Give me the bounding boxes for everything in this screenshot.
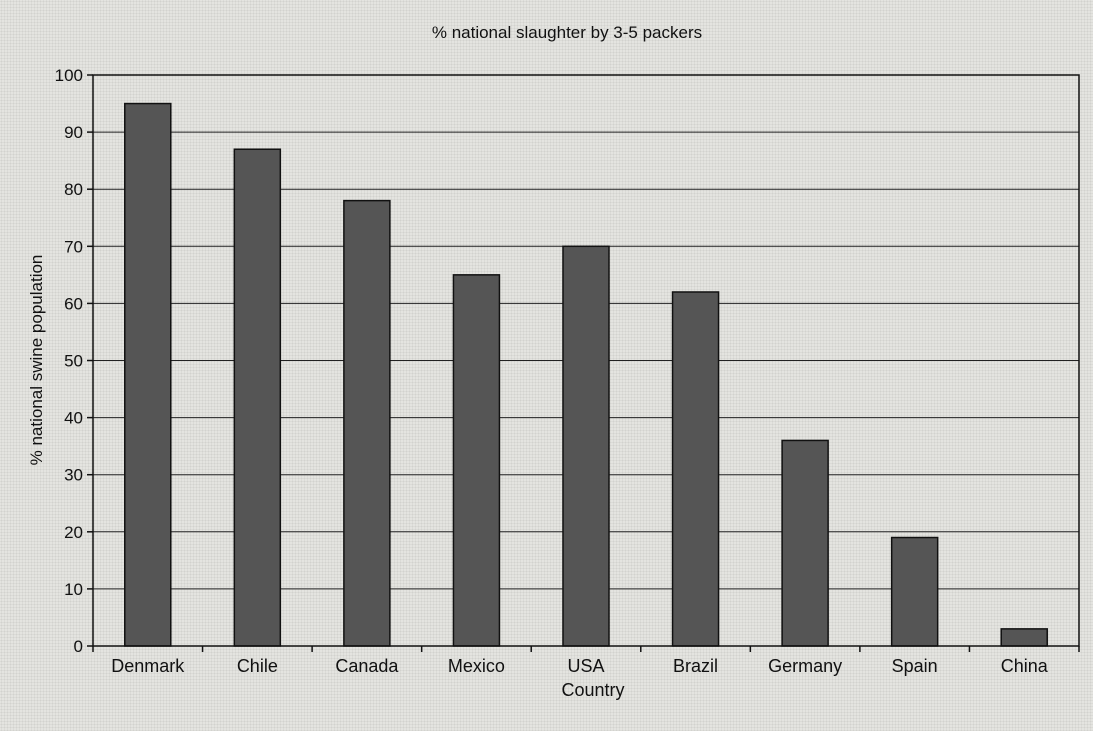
y-axis-label: % national swine population bbox=[27, 255, 46, 466]
y-axis-ticks: 0 10 20 30 40 50 60 70 80 90 100 bbox=[55, 66, 93, 656]
x-tick-label: Canada bbox=[335, 656, 399, 676]
bar-usa bbox=[562, 245, 610, 647]
x-tick-label: China bbox=[1001, 656, 1049, 676]
x-tick-label: Mexico bbox=[448, 656, 505, 676]
y-tick-label: 20 bbox=[64, 523, 83, 542]
y-tick-label: 90 bbox=[64, 123, 83, 142]
bar-china bbox=[1000, 628, 1048, 647]
y-tick-label: 10 bbox=[64, 580, 83, 599]
x-axis-ticks: Denmark Chile Canada Mexico USA Brazil Germany… bbox=[92, 646, 1080, 676]
bar-brazil bbox=[671, 291, 720, 647]
bar-spain bbox=[890, 536, 939, 647]
bar-denmark bbox=[124, 102, 172, 647]
x-axis-label: Country bbox=[561, 680, 624, 700]
x-tick-label: USA bbox=[567, 656, 604, 676]
x-tick-label: Brazil bbox=[673, 656, 718, 676]
y-tick-label: 50 bbox=[64, 352, 83, 371]
y-tick-label: 0 bbox=[74, 637, 83, 656]
bars bbox=[124, 102, 1048, 647]
bar-chile bbox=[233, 148, 282, 647]
y-tick-label: 70 bbox=[64, 237, 83, 256]
x-tick-label: Germany bbox=[768, 656, 842, 676]
y-tick-label: 80 bbox=[64, 180, 83, 199]
chart-title: % national slaughter by 3-5 packers bbox=[432, 23, 702, 42]
bar-mexico bbox=[452, 274, 501, 647]
x-tick-label: Spain bbox=[892, 656, 938, 676]
y-tick-label: 100 bbox=[55, 66, 83, 85]
y-tick-label: 30 bbox=[64, 466, 83, 485]
bar-canada bbox=[343, 199, 391, 647]
x-tick-label: Denmark bbox=[111, 656, 185, 676]
bar-germany bbox=[781, 439, 829, 647]
y-tick-label: 40 bbox=[64, 409, 83, 428]
x-tick-label: Chile bbox=[237, 656, 278, 676]
y-tick-label: 60 bbox=[64, 294, 83, 313]
